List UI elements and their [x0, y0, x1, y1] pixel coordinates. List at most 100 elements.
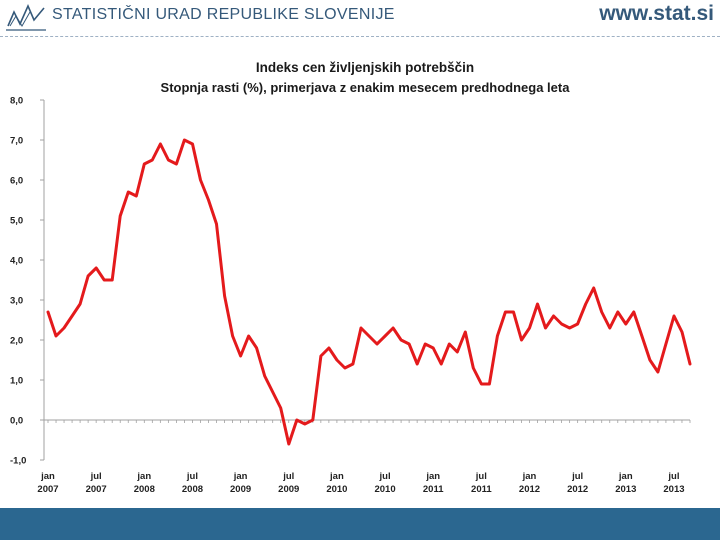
organization-name: STATISTIČNI URAD REPUBLIKE SLOVENIJE	[52, 6, 395, 23]
data-point	[560, 323, 562, 325]
data-point	[520, 339, 522, 341]
data-point	[280, 407, 282, 409]
data-point	[296, 419, 298, 421]
data-point	[376, 343, 378, 345]
data-point	[207, 199, 209, 201]
data-point	[496, 335, 498, 337]
data-point	[609, 327, 611, 329]
data-point	[416, 363, 418, 365]
data-point	[689, 363, 691, 365]
data-point	[657, 371, 659, 373]
data-point	[111, 279, 113, 281]
data-point	[320, 355, 322, 357]
data-point	[95, 267, 97, 269]
x-tick-month: jul	[90, 471, 102, 482]
y-tick-label: 0,0	[10, 416, 23, 427]
data-point	[71, 315, 73, 317]
data-point	[215, 223, 217, 225]
data-point	[584, 303, 586, 305]
x-tick-month: jan	[40, 471, 55, 482]
chart-title: Indeks cen življenjskih potrebščin	[255, 60, 475, 75]
data-point	[432, 347, 434, 349]
x-tick-year: 2013	[615, 484, 636, 495]
data-point	[360, 327, 362, 329]
data-point	[344, 367, 346, 369]
data-point	[304, 423, 306, 425]
data-point	[400, 339, 402, 341]
y-tick-label: -1,0	[10, 456, 26, 467]
data-point	[576, 323, 578, 325]
data-point	[191, 143, 193, 145]
data-point	[167, 159, 169, 161]
data-point	[288, 443, 290, 445]
data-point	[665, 343, 667, 345]
data-point	[408, 343, 410, 345]
data-point	[368, 335, 370, 337]
data-point	[231, 335, 233, 337]
x-tick-month: jul	[475, 471, 487, 482]
x-tick-month: jan	[329, 471, 344, 482]
data-point	[392, 327, 394, 329]
data-point	[47, 311, 49, 313]
line-chart: 8,0 7,0 6,0 5,0 4,0 3,0 2,0 1,0 0,0 -1,0 jan 2007 ju…	[10, 96, 692, 495]
data-point	[480, 383, 482, 385]
x-tick-year: 2010	[374, 484, 395, 495]
data-point	[223, 295, 225, 297]
data-point	[601, 311, 603, 313]
data-point	[568, 327, 570, 329]
data-point	[352, 363, 354, 365]
data-point	[55, 335, 57, 337]
data-point	[103, 279, 105, 281]
footer-bar	[0, 508, 720, 540]
header: STATISTIČNI URAD REPUBLIKE SLOVENIJE www…	[0, 0, 720, 37]
data-point	[424, 343, 426, 345]
data-point	[183, 139, 185, 141]
x-tick-year: 2008	[134, 484, 155, 495]
data-point	[633, 311, 635, 313]
y-tick-label: 3,0	[10, 296, 23, 307]
y-tick-label: 6,0	[10, 176, 23, 187]
x-tick-month: jan	[522, 471, 537, 482]
data-point	[175, 163, 177, 165]
y-tick-label: 1,0	[10, 376, 23, 387]
data-point	[87, 275, 89, 277]
x-tick-year: 2011	[471, 484, 492, 495]
data-point	[464, 331, 466, 333]
data-point	[135, 195, 137, 197]
data-point	[448, 343, 450, 345]
x-tick-month: jul	[379, 471, 391, 482]
data-point	[151, 159, 153, 161]
data-point	[336, 359, 338, 361]
data-point	[504, 311, 506, 313]
data-point	[159, 143, 161, 145]
x-tick-year: 2013	[663, 484, 684, 495]
x-tick-month: jul	[571, 471, 583, 482]
x-tick-year: 2009	[278, 484, 299, 495]
data-point	[641, 335, 643, 337]
x-tick-month: jan	[425, 471, 440, 482]
y-tick-label: 5,0	[10, 216, 23, 227]
data-point	[127, 191, 129, 193]
x-tick-year: 2009	[230, 484, 251, 495]
data-point	[673, 315, 675, 317]
data-point	[456, 351, 458, 353]
data-point	[617, 311, 619, 313]
data-point	[328, 347, 330, 349]
data-point	[384, 335, 386, 337]
data-point	[63, 327, 65, 329]
data-point	[255, 347, 257, 349]
data-point	[143, 163, 145, 165]
data-point	[440, 363, 442, 365]
x-tick-month: jul	[282, 471, 294, 482]
data-point	[512, 311, 514, 313]
x-tick-month: jan	[233, 471, 248, 482]
data-point	[488, 383, 490, 385]
x-tick-year: 2008	[182, 484, 203, 495]
data-point	[239, 355, 241, 357]
website-link[interactable]: www.stat.si	[599, 2, 714, 25]
data-point	[593, 287, 595, 289]
x-tick-year: 2010	[326, 484, 347, 495]
data-point	[472, 367, 474, 369]
x-tick-month: jul	[667, 471, 679, 482]
data-point	[544, 327, 546, 329]
